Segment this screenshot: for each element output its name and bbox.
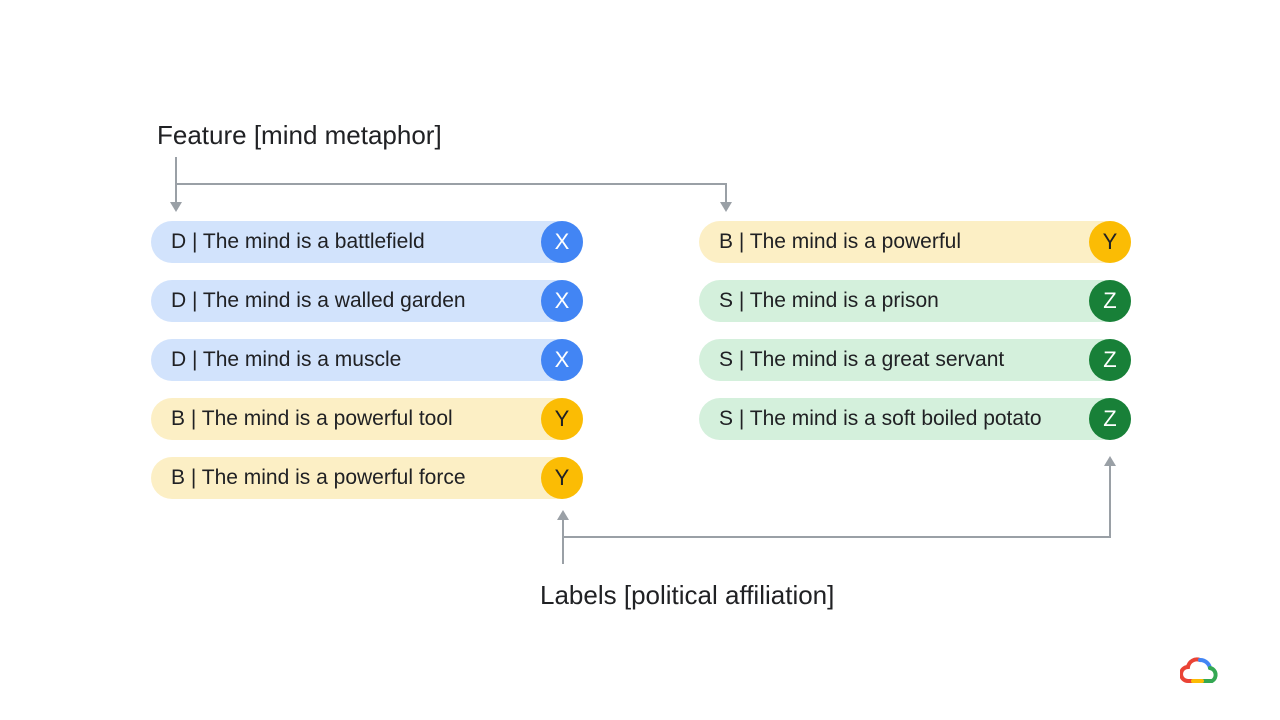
metaphor-item: B | The mind is a powerful Y xyxy=(699,221,1131,263)
labels-connector-branch xyxy=(563,464,1111,538)
metaphor-text: B | The mind is a powerful force xyxy=(171,466,466,489)
metaphor-item: S | The mind is a great servant Z xyxy=(699,339,1131,381)
labels-arrowhead-left xyxy=(557,510,569,520)
label-badge: X xyxy=(541,221,583,263)
metaphor-item: D | The mind is a muscle X xyxy=(151,339,583,381)
label-badge: X xyxy=(541,280,583,322)
feature-arrowhead-left xyxy=(170,202,182,212)
feature-caption: Feature [mind metaphor] xyxy=(157,120,442,150)
metaphor-text: B | The mind is a powerful tool xyxy=(171,407,453,430)
metaphor-item: S | The mind is a soft boiled potato Z xyxy=(699,398,1131,440)
label-badge: Y xyxy=(541,398,583,440)
metaphor-text: S | The mind is a great servant xyxy=(719,348,1005,371)
metaphor-text: D | The mind is a battlefield xyxy=(171,230,425,253)
labels-caption: Labels [political affiliation] xyxy=(540,580,835,610)
metaphor-text: S | The mind is a prison xyxy=(719,289,939,312)
metaphor-item: D | The mind is a walled garden X xyxy=(151,280,583,322)
feature-connector-branch xyxy=(176,183,727,203)
label-badge: Y xyxy=(541,457,583,499)
label-badge: Z xyxy=(1089,280,1131,322)
feature-arrowhead-right xyxy=(720,202,732,212)
metaphor-item: D | The mind is a battlefield X xyxy=(151,221,583,263)
metaphor-item: B | The mind is a powerful tool Y xyxy=(151,398,583,440)
label-badge: Z xyxy=(1089,398,1131,440)
label-badge: Z xyxy=(1089,339,1131,381)
metaphor-text: D | The mind is a muscle xyxy=(171,348,402,371)
metaphor-text: S | The mind is a soft boiled potato xyxy=(719,407,1042,430)
metaphor-item: B | The mind is a powerful force Y xyxy=(151,457,583,499)
metaphor-item: S | The mind is a prison Z xyxy=(699,280,1131,322)
labels-arrowhead-right xyxy=(1104,456,1116,466)
metaphor-text: B | The mind is a powerful xyxy=(719,230,962,253)
label-badge: Y xyxy=(1089,221,1131,263)
metaphor-text: D | The mind is a walled garden xyxy=(171,289,466,312)
google-cloud-logo-icon xyxy=(1180,657,1218,683)
label-badge: X xyxy=(541,339,583,381)
